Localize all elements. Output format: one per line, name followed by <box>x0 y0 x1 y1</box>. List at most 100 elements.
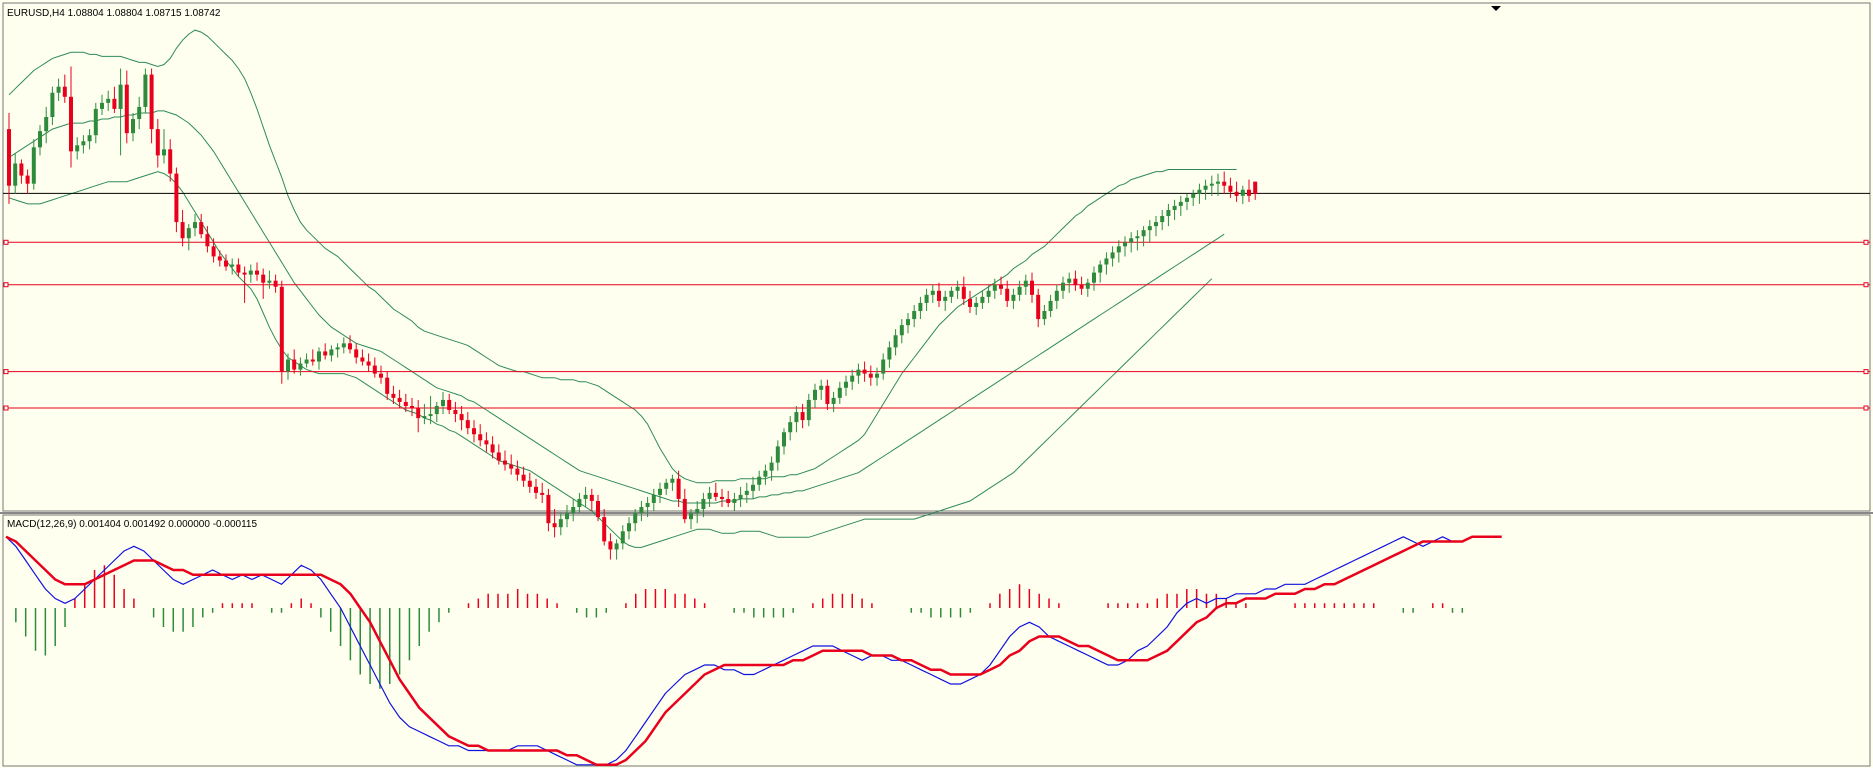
candle <box>695 500 700 524</box>
candle <box>422 403 427 425</box>
candle-body <box>1141 230 1146 237</box>
candle <box>1123 236 1127 257</box>
candle-body <box>360 357 365 362</box>
candle <box>980 290 985 309</box>
candle-body <box>143 74 148 107</box>
candle-body <box>602 517 607 542</box>
candle <box>726 490 731 508</box>
candle-body <box>521 474 526 481</box>
candle-body <box>323 351 328 356</box>
candle-body <box>825 385 830 404</box>
candle-body <box>1191 193 1196 198</box>
level-handle-right[interactable] <box>1863 369 1869 375</box>
candle-body <box>1005 288 1010 301</box>
candle <box>1042 304 1047 326</box>
candle-body <box>1216 181 1220 184</box>
candle <box>862 361 867 382</box>
candle-body <box>589 494 594 501</box>
candle <box>217 250 222 267</box>
candle-body <box>1104 258 1109 265</box>
candle-body <box>720 496 724 499</box>
level-handle-right[interactable] <box>1863 282 1869 288</box>
candle-body <box>856 369 861 376</box>
candle <box>180 209 185 247</box>
candle <box>403 393 408 413</box>
candle-body <box>298 363 303 370</box>
candle <box>44 106 49 144</box>
candle-body <box>1178 201 1183 206</box>
candle-body <box>292 359 297 370</box>
candle-body <box>372 365 377 374</box>
shift-marker-icon <box>1491 6 1501 11</box>
candle-body <box>174 173 179 223</box>
candle-body <box>1135 236 1140 239</box>
candle <box>1116 240 1121 263</box>
candle-body <box>106 98 111 103</box>
candle <box>441 391 445 415</box>
candle <box>1185 193 1189 210</box>
candle-body <box>1172 205 1177 210</box>
candle-body <box>100 102 104 109</box>
candlesticks <box>7 66 1258 560</box>
candle-body <box>732 498 737 503</box>
candle <box>806 393 811 427</box>
horizontal-levels <box>3 192 1870 411</box>
macd-panel <box>2 514 1871 767</box>
candle <box>521 466 526 487</box>
candle <box>930 284 935 303</box>
candle <box>856 363 861 384</box>
candle-body <box>844 381 848 388</box>
candle <box>751 476 755 499</box>
candle <box>1247 179 1251 202</box>
candle-body <box>1054 290 1059 301</box>
candle-body <box>186 228 191 239</box>
candle <box>211 238 216 263</box>
candle-body <box>19 163 24 176</box>
level-handle-right[interactable] <box>1863 239 1869 245</box>
candle <box>317 347 321 370</box>
candle <box>949 286 954 303</box>
candle <box>1036 288 1041 328</box>
candle-body <box>341 343 346 348</box>
level-handle-right[interactable] <box>1863 405 1869 411</box>
level-handle-left[interactable] <box>3 369 9 375</box>
candle <box>1067 272 1072 293</box>
candle-body <box>633 513 638 524</box>
candle <box>974 296 979 316</box>
candle-body <box>224 260 228 267</box>
candle-body <box>348 343 352 350</box>
level-handle-left[interactable] <box>3 239 9 245</box>
candle-body <box>422 416 427 419</box>
candle-body <box>651 494 656 503</box>
candle-body <box>335 347 340 350</box>
candle-body <box>211 246 216 257</box>
candle <box>335 343 340 358</box>
candle <box>360 349 365 366</box>
candle-body <box>707 492 712 499</box>
level-handle-left[interactable] <box>3 282 9 288</box>
candle-body <box>806 399 811 421</box>
candle-body <box>149 74 154 130</box>
candle-body <box>645 502 650 508</box>
candle-body <box>906 319 910 326</box>
candle <box>825 379 830 411</box>
candle-body <box>261 274 266 283</box>
candle <box>571 498 576 522</box>
candle <box>112 86 117 113</box>
candle-body <box>1061 282 1065 291</box>
candle-body <box>248 270 253 275</box>
candle <box>224 254 228 271</box>
candle-body <box>93 108 98 136</box>
candle <box>155 119 160 168</box>
candle-body <box>478 434 483 441</box>
candle-body <box>366 361 371 366</box>
candle-body <box>1085 282 1090 289</box>
candle-body <box>155 129 160 156</box>
candle <box>379 365 383 384</box>
candle <box>1216 173 1220 196</box>
candle <box>7 112 11 204</box>
level-handle-left[interactable] <box>3 405 9 411</box>
candle <box>881 353 886 380</box>
candle-body <box>441 399 445 406</box>
candle <box>794 405 799 433</box>
